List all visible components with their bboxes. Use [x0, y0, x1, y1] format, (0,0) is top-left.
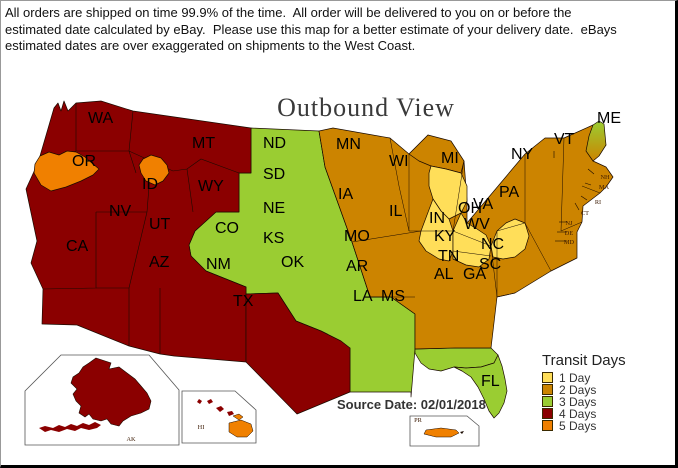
- svg-text:LA: LA: [353, 288, 373, 305]
- svg-text:OR: OR: [72, 153, 96, 170]
- svg-text:PA: PA: [499, 184, 519, 201]
- svg-text:MI: MI: [441, 150, 459, 167]
- svg-text:CO: CO: [215, 220, 239, 237]
- svg-text:RI: RI: [595, 199, 601, 206]
- svg-text:SC: SC: [479, 256, 501, 273]
- svg-text:AK: AK: [126, 436, 136, 443]
- svg-text:WV: WV: [464, 216, 490, 233]
- svg-text:KY: KY: [434, 228, 456, 245]
- svg-text:MO: MO: [344, 228, 370, 245]
- svg-text:NH: NH: [600, 174, 610, 181]
- svg-text:ME: ME: [597, 110, 621, 127]
- svg-text:HI: HI: [198, 424, 205, 431]
- svg-text:WI: WI: [389, 153, 409, 170]
- svg-text:PR: PR: [414, 417, 423, 424]
- svg-text:CA: CA: [66, 238, 89, 255]
- svg-text:VT: VT: [554, 131, 575, 148]
- svg-text:MD: MD: [564, 239, 575, 246]
- svg-text:TX: TX: [233, 293, 254, 310]
- svg-text:MA: MA: [599, 184, 610, 191]
- svg-text:UT: UT: [149, 216, 171, 233]
- svg-text:VA: VA: [473, 196, 493, 213]
- svg-text:WA: WA: [88, 110, 114, 127]
- svg-text:NV: NV: [109, 203, 132, 220]
- svg-text:KS: KS: [263, 230, 284, 247]
- svg-text:WY: WY: [198, 178, 224, 195]
- svg-text:NJ: NJ: [566, 220, 574, 227]
- svg-text:OK: OK: [281, 254, 304, 271]
- svg-text:CT: CT: [581, 210, 589, 217]
- svg-text:MS: MS: [381, 288, 405, 305]
- svg-text:IN: IN: [429, 210, 445, 227]
- svg-text:TN: TN: [438, 248, 459, 265]
- svg-text:MN: MN: [336, 136, 361, 153]
- svg-text:AR: AR: [346, 258, 368, 275]
- svg-text:MT: MT: [192, 135, 215, 152]
- svg-text:NE: NE: [263, 200, 285, 217]
- svg-text:NC: NC: [481, 236, 504, 253]
- svg-text:IL: IL: [389, 203, 402, 220]
- svg-text:AL: AL: [434, 266, 454, 283]
- svg-text:ND: ND: [263, 135, 286, 152]
- svg-text:IA: IA: [338, 186, 353, 203]
- svg-text:NM: NM: [206, 256, 231, 273]
- svg-text:ID: ID: [142, 176, 158, 193]
- svg-text:NY: NY: [511, 146, 534, 163]
- svg-text:DE: DE: [565, 230, 574, 237]
- svg-text:SD: SD: [263, 166, 285, 183]
- svg-text:FL: FL: [481, 373, 500, 390]
- svg-text:AZ: AZ: [149, 254, 170, 271]
